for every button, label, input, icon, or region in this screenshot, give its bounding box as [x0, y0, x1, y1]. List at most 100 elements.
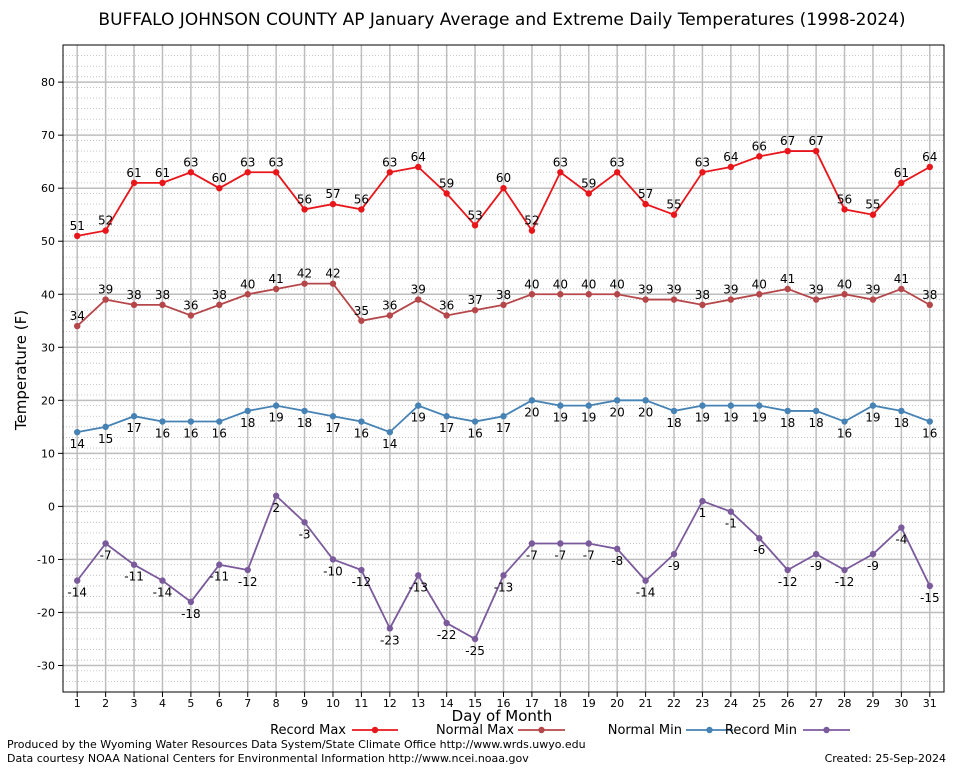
y-axis-label: Temperature (F): [12, 310, 30, 431]
data-point: [74, 322, 81, 330]
data-point: [727, 508, 735, 515]
data-label: 14: [70, 437, 85, 451]
data-point: [471, 306, 479, 314]
data-label: 51: [70, 219, 85, 233]
data-point: [443, 619, 450, 627]
data-point: [812, 550, 820, 558]
series-record-max: 51 52 61 61 63 60 63 63 56 57 56 63 64 59 53 60 52 63 59 63…: [70, 134, 937, 240]
data-point: [187, 312, 195, 319]
data-label: 37: [467, 293, 482, 307]
legend-item: Normal Max: [436, 723, 565, 738]
data-label: 39: [638, 283, 653, 297]
data-point: [869, 211, 877, 218]
data-point: [187, 169, 195, 176]
data-point: [358, 206, 365, 213]
data-label: 19: [269, 411, 284, 425]
data-point: [415, 163, 422, 171]
data-point: [812, 296, 820, 303]
data-label: 63: [610, 155, 625, 169]
data-label: 42: [297, 267, 312, 281]
data-label: 19: [752, 411, 767, 425]
data-label: 39: [98, 283, 113, 297]
x-tick-label: 28: [838, 697, 852, 710]
data-point: [130, 413, 138, 420]
data-label: 38: [695, 288, 710, 302]
legend-label: Record Min: [725, 723, 797, 738]
data-point: [784, 285, 791, 293]
data-label: 19: [411, 411, 426, 425]
legend-label: Normal Max: [436, 723, 514, 738]
data-label: -7: [583, 549, 595, 563]
x-tick-label: 3: [131, 697, 138, 710]
data-label: 40: [610, 277, 625, 291]
data-point: [528, 540, 536, 547]
data-point: [898, 179, 905, 187]
data-label: -14: [153, 586, 173, 600]
data-label: 16: [155, 427, 170, 441]
data-point: [329, 280, 337, 287]
data-point: [670, 296, 678, 303]
data-label: -7: [554, 549, 566, 563]
data-label: 18: [780, 416, 795, 430]
data-label: 40: [553, 277, 568, 291]
data-point: [216, 561, 223, 568]
data-label: 19: [553, 411, 568, 425]
y-tick-label: 10: [41, 447, 55, 460]
data-label: 56: [297, 192, 312, 206]
data-label: 41: [780, 272, 795, 286]
data-label: 34: [70, 309, 85, 323]
x-tick-label: 6: [216, 697, 223, 710]
data-point: [102, 227, 109, 234]
data-label: 63: [183, 155, 198, 169]
legend-item: Record Min: [725, 723, 850, 738]
data-point: [812, 147, 820, 155]
data-label: -14: [67, 586, 87, 600]
data-point: [130, 561, 138, 568]
data-label: 39: [411, 283, 426, 297]
data-point: [301, 206, 308, 213]
data-point: [74, 232, 81, 240]
data-label: 63: [240, 155, 255, 169]
legend-label: Record Max: [270, 723, 346, 738]
x-tick-label: 23: [695, 697, 709, 710]
data-label: 20: [524, 405, 539, 419]
data-point: [415, 402, 422, 409]
x-tick-label: 21: [639, 697, 653, 710]
data-label: 67: [808, 134, 823, 148]
data-point: [187, 598, 195, 606]
data-label: 67: [780, 134, 795, 148]
x-tick-label: 1: [74, 697, 81, 710]
data-label: -18: [181, 607, 201, 621]
data-point: [415, 572, 422, 579]
x-tick-label: 27: [809, 697, 823, 710]
data-point: [415, 296, 422, 303]
data-label: 18: [808, 416, 823, 430]
data-point: [272, 169, 280, 176]
data-point: [926, 418, 933, 425]
data-point: [528, 291, 536, 298]
x-tick-label: 19: [582, 697, 596, 710]
data-label: 56: [837, 192, 852, 206]
data-point: [926, 582, 933, 590]
data-point: [670, 550, 678, 558]
data-label: -7: [100, 549, 112, 563]
legend-marker: [371, 726, 379, 734]
data-label: 61: [894, 166, 909, 180]
data-point: [301, 407, 308, 415]
data-point: [358, 317, 365, 324]
data-point: [699, 169, 706, 176]
data-point: [272, 285, 280, 293]
data-point: [244, 566, 251, 574]
data-label: -13: [408, 580, 428, 594]
data-point: [642, 397, 649, 404]
data-point: [102, 423, 109, 431]
data-point: [528, 227, 536, 234]
data-label: 36: [183, 298, 198, 312]
series-normal-min: 14 15 17 16 16 16 18 19 18 17 16 14 19 17 16 17 20 19 19 20…: [70, 397, 937, 451]
data-label: -11: [124, 570, 144, 584]
data-label: 19: [723, 411, 738, 425]
data-label: 17: [496, 421, 511, 435]
footer-producer: Produced by the Wyoming Water Resources …: [7, 738, 586, 751]
x-tick-label: 17: [525, 697, 539, 710]
